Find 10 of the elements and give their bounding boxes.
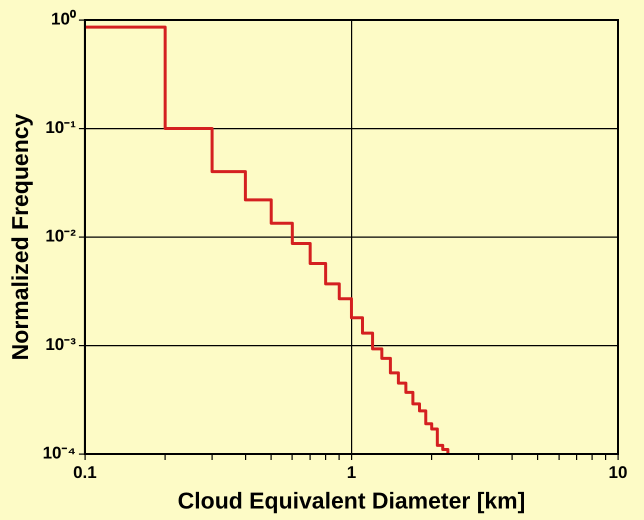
- y-tick-label: 10⁻⁴: [42, 444, 76, 463]
- x-axis-title: Cloud Equivalent Diameter [km]: [178, 488, 526, 514]
- y-axis-title: Normalized Frequency: [7, 113, 34, 360]
- y-tick-label: 10⁻¹: [45, 118, 76, 138]
- x-tick-label: 1: [346, 462, 356, 482]
- x-tick-label: 0.1: [73, 462, 97, 482]
- y-tick-label: 10⁰: [50, 10, 76, 29]
- x-tick-label: 10: [608, 462, 628, 482]
- y-tick-label: 10⁻³: [45, 335, 76, 354]
- y-tick-label: 10⁻²: [45, 226, 76, 246]
